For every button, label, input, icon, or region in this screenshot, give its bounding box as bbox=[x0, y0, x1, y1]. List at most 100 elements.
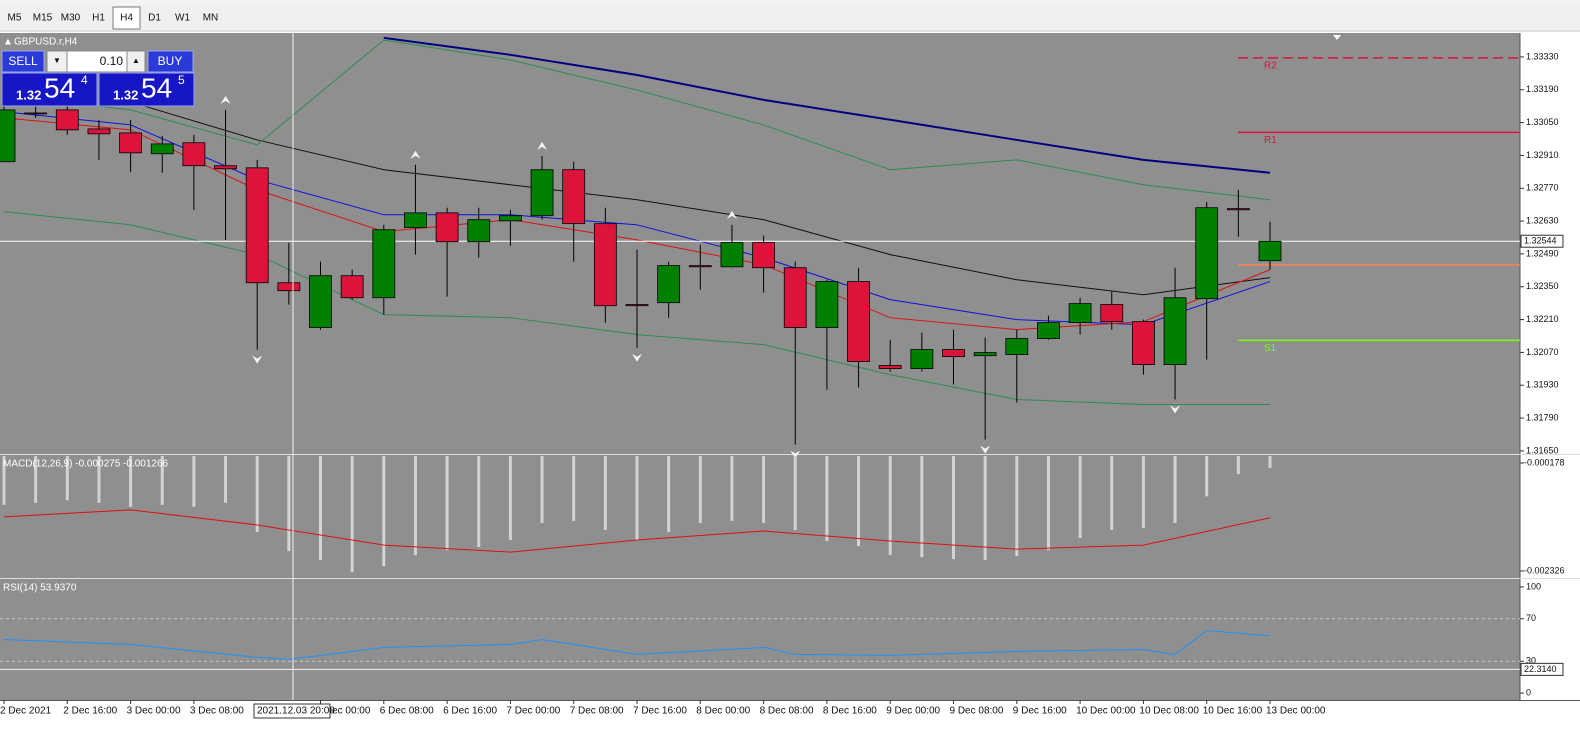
sell-price-box[interactable] bbox=[1, 72, 98, 107]
buy-label[interactable]: BUY bbox=[158, 54, 183, 68]
symbol: GBPUSD.r,H4 bbox=[14, 37, 78, 48]
x-tick-label: 9 Dec 16:00 bbox=[1013, 706, 1067, 717]
timeframe-label[interactable]: M15 bbox=[33, 13, 53, 24]
candle-body bbox=[119, 132, 142, 154]
candle-body bbox=[55, 109, 79, 131]
macd-bar bbox=[952, 456, 955, 560]
candle-body bbox=[372, 229, 396, 299]
top-strip bbox=[0, 0, 1580, 5]
macd-bar bbox=[97, 456, 101, 503]
y-tick-label: 1.33330 bbox=[1526, 51, 1559, 61]
macd-bar bbox=[635, 456, 639, 541]
timeframe-label[interactable]: MN bbox=[203, 13, 219, 24]
macd-bar bbox=[667, 456, 671, 532]
candle-body bbox=[752, 242, 775, 269]
macd-bar bbox=[1015, 456, 1019, 557]
candle-body bbox=[1163, 297, 1187, 365]
buy-price-frac[interactable]: 5 bbox=[178, 73, 185, 87]
y-tick-label: 1.32350 bbox=[1526, 281, 1559, 291]
timeframe-label[interactable]: W1 bbox=[175, 13, 190, 24]
crosshair-date: 2021.12.03 20:00 bbox=[257, 706, 335, 717]
y-tick-label: 1.32910 bbox=[1526, 150, 1559, 160]
sell-price-pips[interactable]: 54 bbox=[44, 72, 75, 103]
rsi-line bbox=[3, 630, 1271, 660]
macd-bar bbox=[920, 456, 924, 558]
macd-bar bbox=[825, 456, 829, 542]
buy-price-box[interactable] bbox=[98, 72, 195, 107]
macd-bar bbox=[572, 456, 576, 521]
lot-value[interactable]: 0.10 bbox=[100, 54, 124, 68]
x-tick-label: 8 Dec 08:00 bbox=[760, 706, 814, 717]
timeframe-button[interactable] bbox=[85, 7, 112, 29]
buy-button[interactable] bbox=[147, 50, 194, 73]
timeframe-label[interactable]: H1 bbox=[92, 13, 105, 24]
toolbar bbox=[0, 5, 1580, 31]
timeframe-button[interactable] bbox=[29, 7, 56, 29]
candle-body bbox=[593, 223, 617, 307]
shift-marker bbox=[1333, 35, 1341, 40]
y-tick-label: 1.32770 bbox=[1526, 183, 1559, 193]
candle-body bbox=[1037, 322, 1060, 339]
candle-body bbox=[24, 112, 48, 115]
timeframe-label[interactable]: D1 bbox=[148, 13, 161, 24]
timeframe-label[interactable]: H4 bbox=[120, 13, 133, 24]
macd-bar bbox=[1078, 456, 1082, 539]
candle-body bbox=[1005, 338, 1029, 355]
macd-bar bbox=[287, 456, 291, 552]
rsi-tick-label: 0 bbox=[1526, 687, 1531, 697]
candle-body bbox=[0, 109, 16, 163]
lot-up-icon[interactable]: ▲ bbox=[132, 56, 140, 65]
timeframe-button[interactable] bbox=[197, 7, 224, 29]
macd-bar bbox=[65, 456, 69, 501]
timeframe-label[interactable]: M5 bbox=[8, 13, 22, 24]
x-tick-label: 2 Dec 16:00 bbox=[63, 706, 117, 717]
candle-body bbox=[625, 304, 649, 307]
buy-price-big[interactable]: 1.32 bbox=[113, 87, 138, 102]
price-tag-label: 1.32544 bbox=[1524, 236, 1557, 246]
macd-bar bbox=[477, 456, 481, 548]
sell-price-frac[interactable]: 4 bbox=[81, 73, 88, 87]
indicator-line bbox=[383, 36, 1271, 174]
macd-bar bbox=[160, 456, 164, 505]
candle-body bbox=[1226, 208, 1250, 211]
x-tick-label: 13 Dec 00:00 bbox=[1266, 706, 1326, 717]
candle-body bbox=[277, 282, 301, 292]
macd-bar bbox=[224, 456, 228, 503]
trade-panel: ▲ GBPUSD.r,H4 SELL ▼ 0.10 ▲ BUY 1.32 54 … bbox=[1, 37, 195, 107]
timeframe-label[interactable]: M30 bbox=[61, 13, 81, 24]
timeframe-button[interactable] bbox=[1, 7, 28, 29]
level-label: R2 bbox=[1264, 60, 1277, 71]
macd-bar bbox=[508, 456, 512, 541]
timeframe-button[interactable] bbox=[169, 7, 196, 29]
timeframe-button[interactable] bbox=[112, 6, 141, 30]
lot-up[interactable] bbox=[126, 50, 146, 73]
lot-down-icon[interactable]: ▼ bbox=[53, 56, 61, 65]
fractal-down bbox=[1170, 405, 1181, 414]
macd-bar bbox=[382, 456, 386, 567]
macd-bar bbox=[34, 456, 38, 503]
y-tick-label: 1.32630 bbox=[1526, 215, 1559, 225]
sell-label[interactable]: SELL bbox=[8, 54, 38, 68]
candle-body bbox=[309, 275, 332, 328]
candle-body bbox=[562, 169, 586, 225]
x-tick-label: 2 Dec 2021 bbox=[0, 706, 52, 717]
sell-button[interactable] bbox=[1, 50, 45, 73]
candle-body bbox=[87, 128, 111, 135]
price-tag bbox=[1520, 234, 1564, 248]
candle-body bbox=[1068, 303, 1092, 324]
macd-bar bbox=[413, 456, 417, 556]
buy-price-pips[interactable]: 54 bbox=[141, 72, 172, 103]
x-tick-label: 3 Dec 00:00 bbox=[127, 706, 181, 717]
sell-price-big[interactable]: 1.32 bbox=[16, 87, 41, 102]
candle-body bbox=[1100, 304, 1124, 323]
candle-body bbox=[498, 215, 522, 222]
candle-body bbox=[688, 265, 712, 268]
indicator-line bbox=[130, 101, 1271, 296]
macd-bar bbox=[1141, 456, 1145, 528]
timeframe-button[interactable] bbox=[141, 7, 168, 29]
timeframe-button[interactable] bbox=[57, 7, 84, 29]
x-tick-label: 7 Dec 16:00 bbox=[633, 706, 687, 717]
fractal-up bbox=[726, 210, 737, 219]
